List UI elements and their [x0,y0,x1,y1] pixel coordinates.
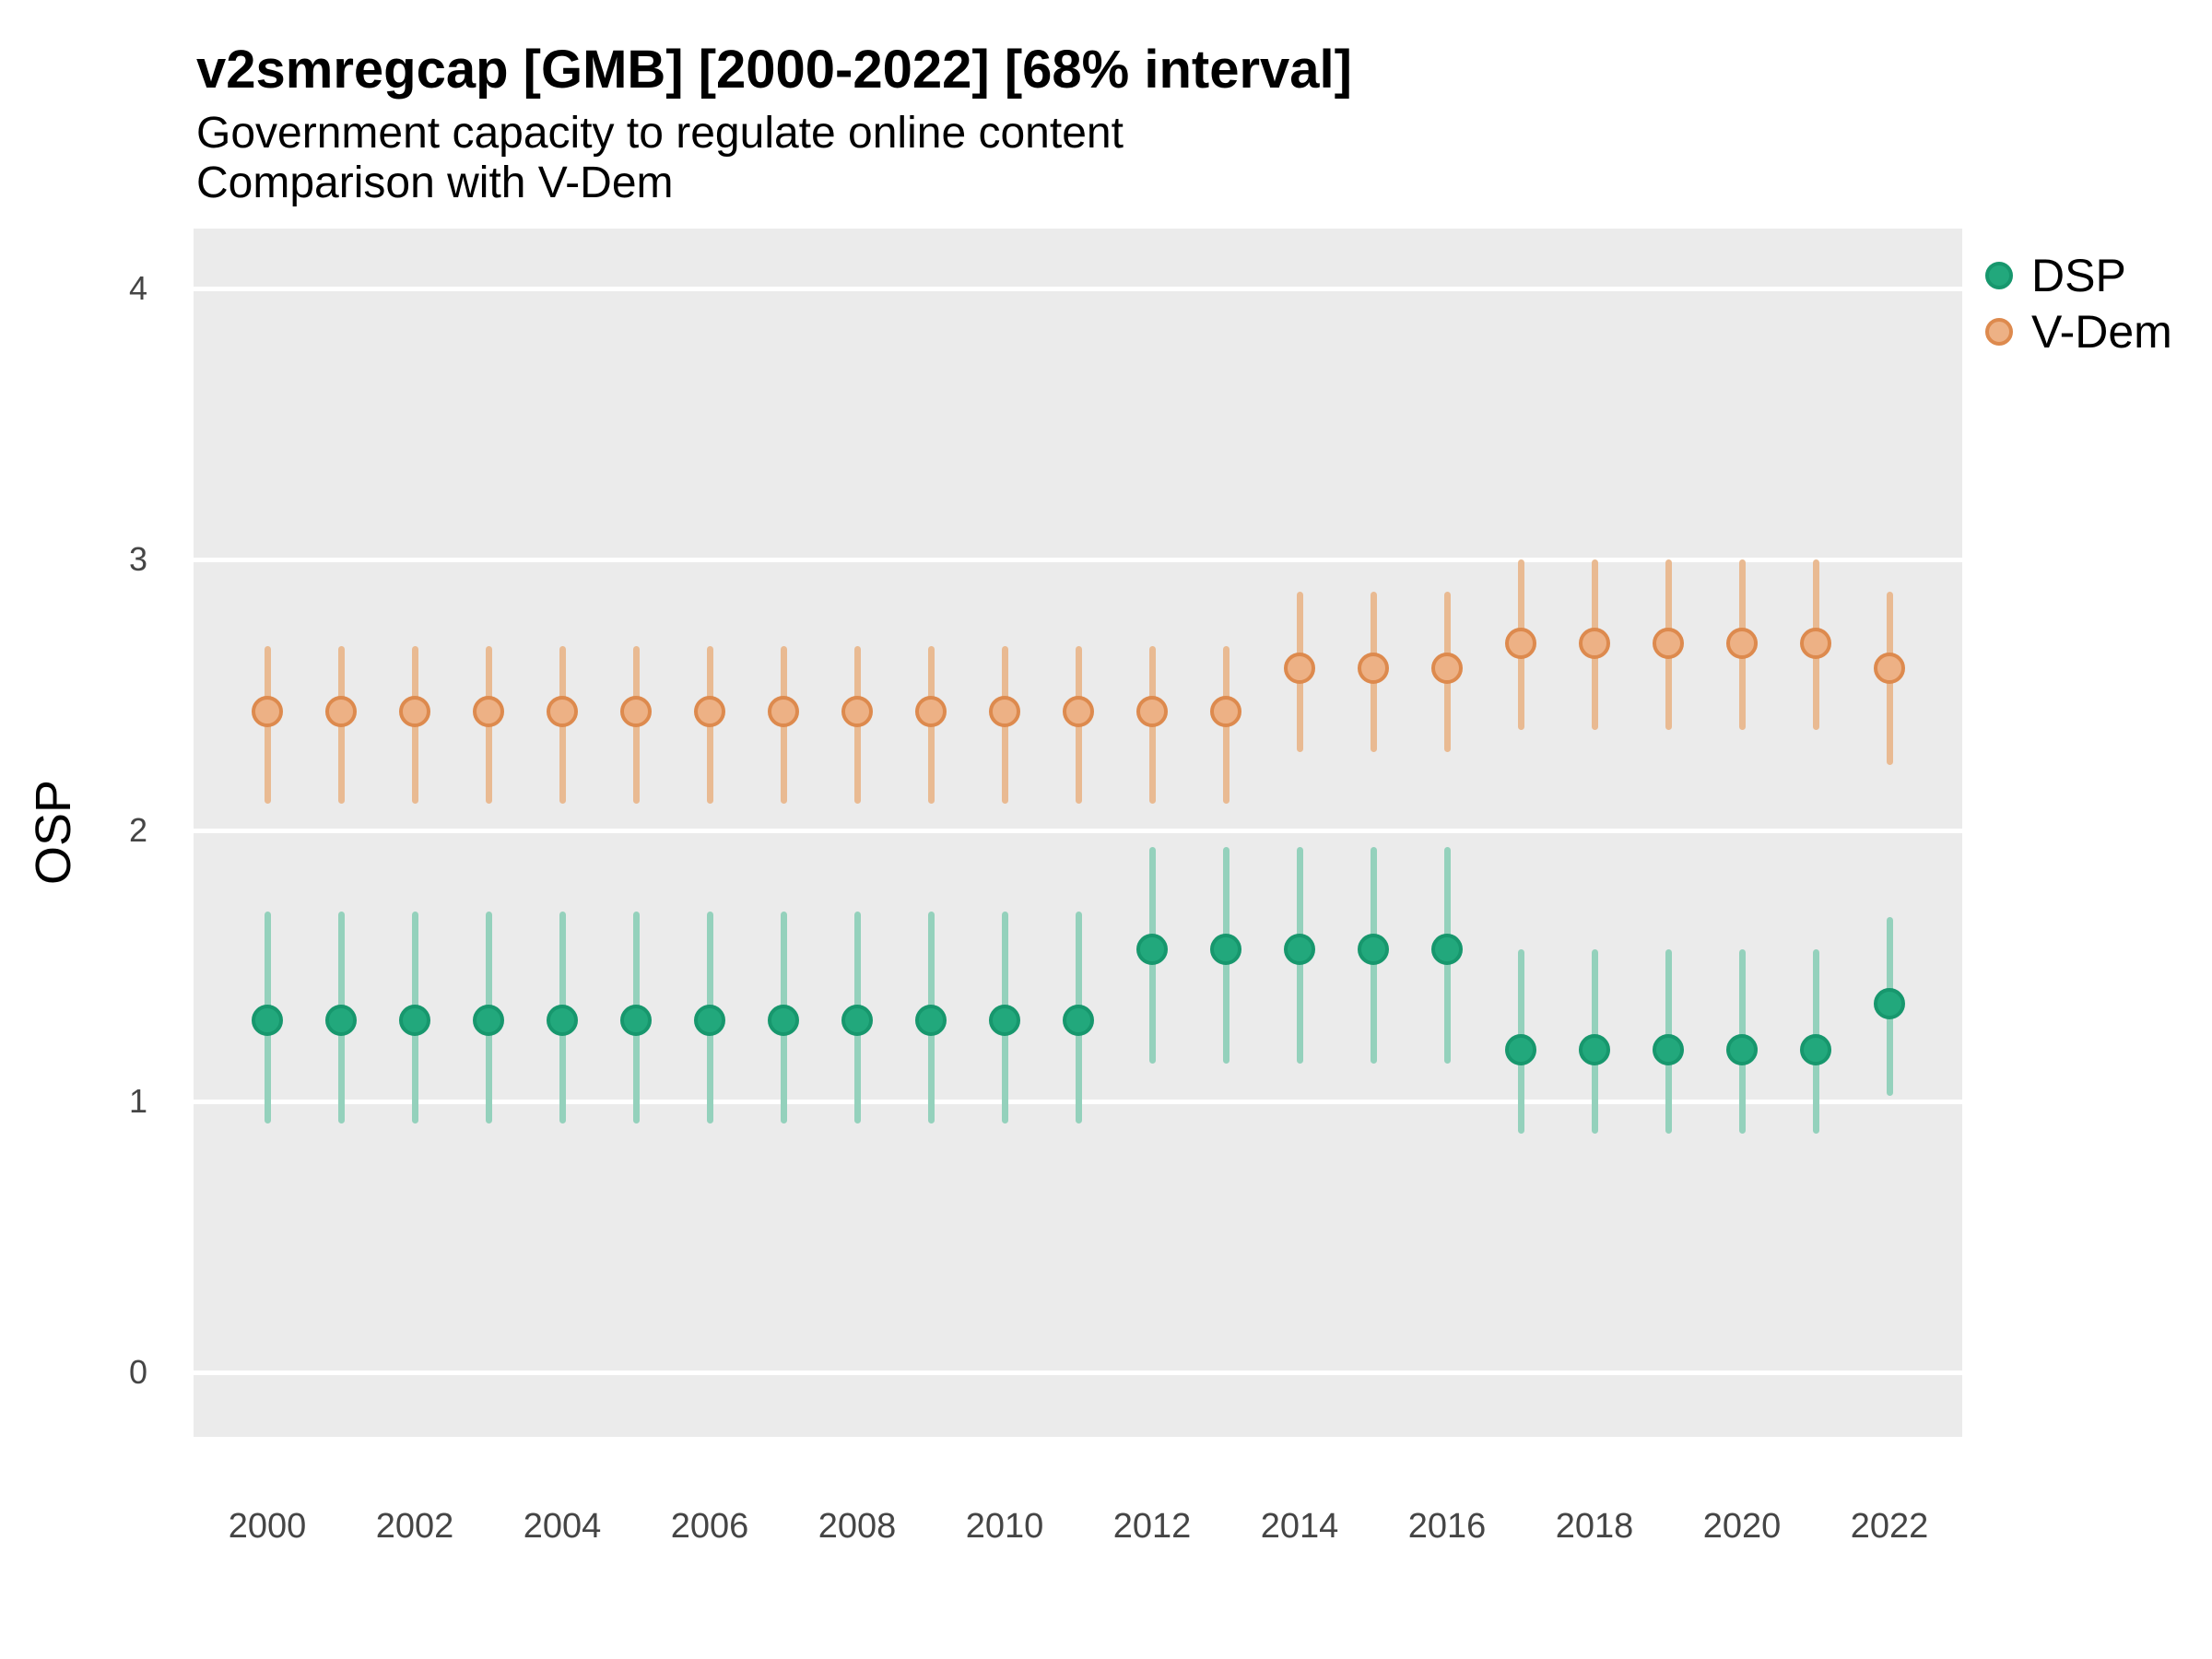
point-DSP-2005 [620,1004,652,1036]
chart-subtitle-line2: Comparison with V-Dem [196,159,674,207]
x-tick-label-2022: 2022 [1850,1507,1929,1546]
gridline-y-2 [194,828,1962,833]
point-V-Dem-2013 [1210,695,1241,727]
point-DSP-2001 [325,1004,357,1036]
point-V-Dem-2011 [1063,695,1094,727]
point-V-Dem-2015 [1358,652,1389,684]
point-DSP-2008 [841,1004,873,1036]
point-DSP-2021 [1800,1034,1831,1066]
point-DSP-2000 [252,1004,283,1036]
y-tick-label-1: 1 [128,1082,147,1120]
x-tick-label-2006: 2006 [670,1507,749,1546]
point-DSP-2012 [1136,934,1168,966]
plot-panel [194,229,1962,1437]
x-tick-label-2020: 2020 [1702,1507,1782,1546]
point-V-Dem-2003 [473,695,504,727]
point-V-Dem-2010 [989,695,1020,727]
gridline-y-3 [194,557,1962,562]
point-DSP-2019 [1653,1034,1684,1066]
point-V-Dem-2017 [1505,628,1536,660]
x-tick-label-2012: 2012 [1112,1507,1192,1546]
point-DSP-2013 [1210,934,1241,966]
point-DSP-2002 [399,1004,430,1036]
point-V-Dem-2001 [325,695,357,727]
point-DSP-2010 [989,1004,1020,1036]
legend-label: V-Dem [2031,305,2172,358]
point-DSP-2022 [1874,988,1905,1020]
point-V-Dem-2004 [547,695,578,727]
point-V-Dem-2016 [1431,652,1463,684]
x-tick-label-2004: 2004 [523,1507,602,1546]
legend-point-icon [1985,317,2013,346]
point-DSP-2011 [1063,1004,1094,1036]
x-tick-label-2014: 2014 [1260,1507,1339,1546]
legend-point-icon [1985,261,2013,289]
gridline-y-0 [194,1370,1962,1375]
point-V-Dem-2014 [1284,652,1315,684]
x-tick-label-2000: 2000 [228,1507,307,1546]
point-DSP-2020 [1726,1034,1758,1066]
chart-title: v2smregcap [GMB] [2000-2022] [68% interv… [196,40,1352,100]
x-tick-label-2016: 2016 [1407,1507,1487,1546]
y-tick-label-4: 4 [128,269,147,307]
legend-label: DSP [2031,249,2126,301]
point-V-Dem-2021 [1800,628,1831,660]
point-V-Dem-2012 [1136,695,1168,727]
chart-subtitle-line1: Government capacity to regulate online c… [196,109,1124,158]
point-V-Dem-2007 [768,695,799,727]
point-V-Dem-2019 [1653,628,1684,660]
point-DSP-2015 [1358,934,1389,966]
point-V-Dem-2005 [620,695,652,727]
point-DSP-2016 [1431,934,1463,966]
point-V-Dem-2000 [252,695,283,727]
point-DSP-2004 [547,1004,578,1036]
y-tick-label-2: 2 [128,811,147,849]
point-V-Dem-2006 [694,695,725,727]
point-DSP-2014 [1284,934,1315,966]
point-DSP-2003 [473,1004,504,1036]
point-DSP-2006 [694,1004,725,1036]
point-V-Dem-2018 [1579,628,1610,660]
point-V-Dem-2022 [1874,652,1905,684]
chart-subtitle: Government capacity to regulate online c… [196,109,1124,208]
point-DSP-2007 [768,1004,799,1036]
legend: DSP V-Dem [1985,247,2172,359]
x-tick-label-2010: 2010 [965,1507,1044,1546]
y-tick-label-3: 3 [128,540,147,578]
legend-entry-V-Dem: V-Dem [1985,303,2172,359]
point-V-Dem-2020 [1726,628,1758,660]
legend-entry-DSP: DSP [1985,247,2172,303]
point-DSP-2017 [1505,1034,1536,1066]
point-V-Dem-2008 [841,695,873,727]
gridline-y-4 [194,286,1962,291]
point-V-Dem-2009 [915,695,947,727]
x-tick-label-2018: 2018 [1555,1507,1634,1546]
point-DSP-2009 [915,1004,947,1036]
point-DSP-2018 [1579,1034,1610,1066]
x-tick-label-2008: 2008 [818,1507,897,1546]
x-tick-label-2002: 2002 [375,1507,454,1546]
y-tick-label-0: 0 [128,1353,147,1391]
point-V-Dem-2002 [399,695,430,727]
